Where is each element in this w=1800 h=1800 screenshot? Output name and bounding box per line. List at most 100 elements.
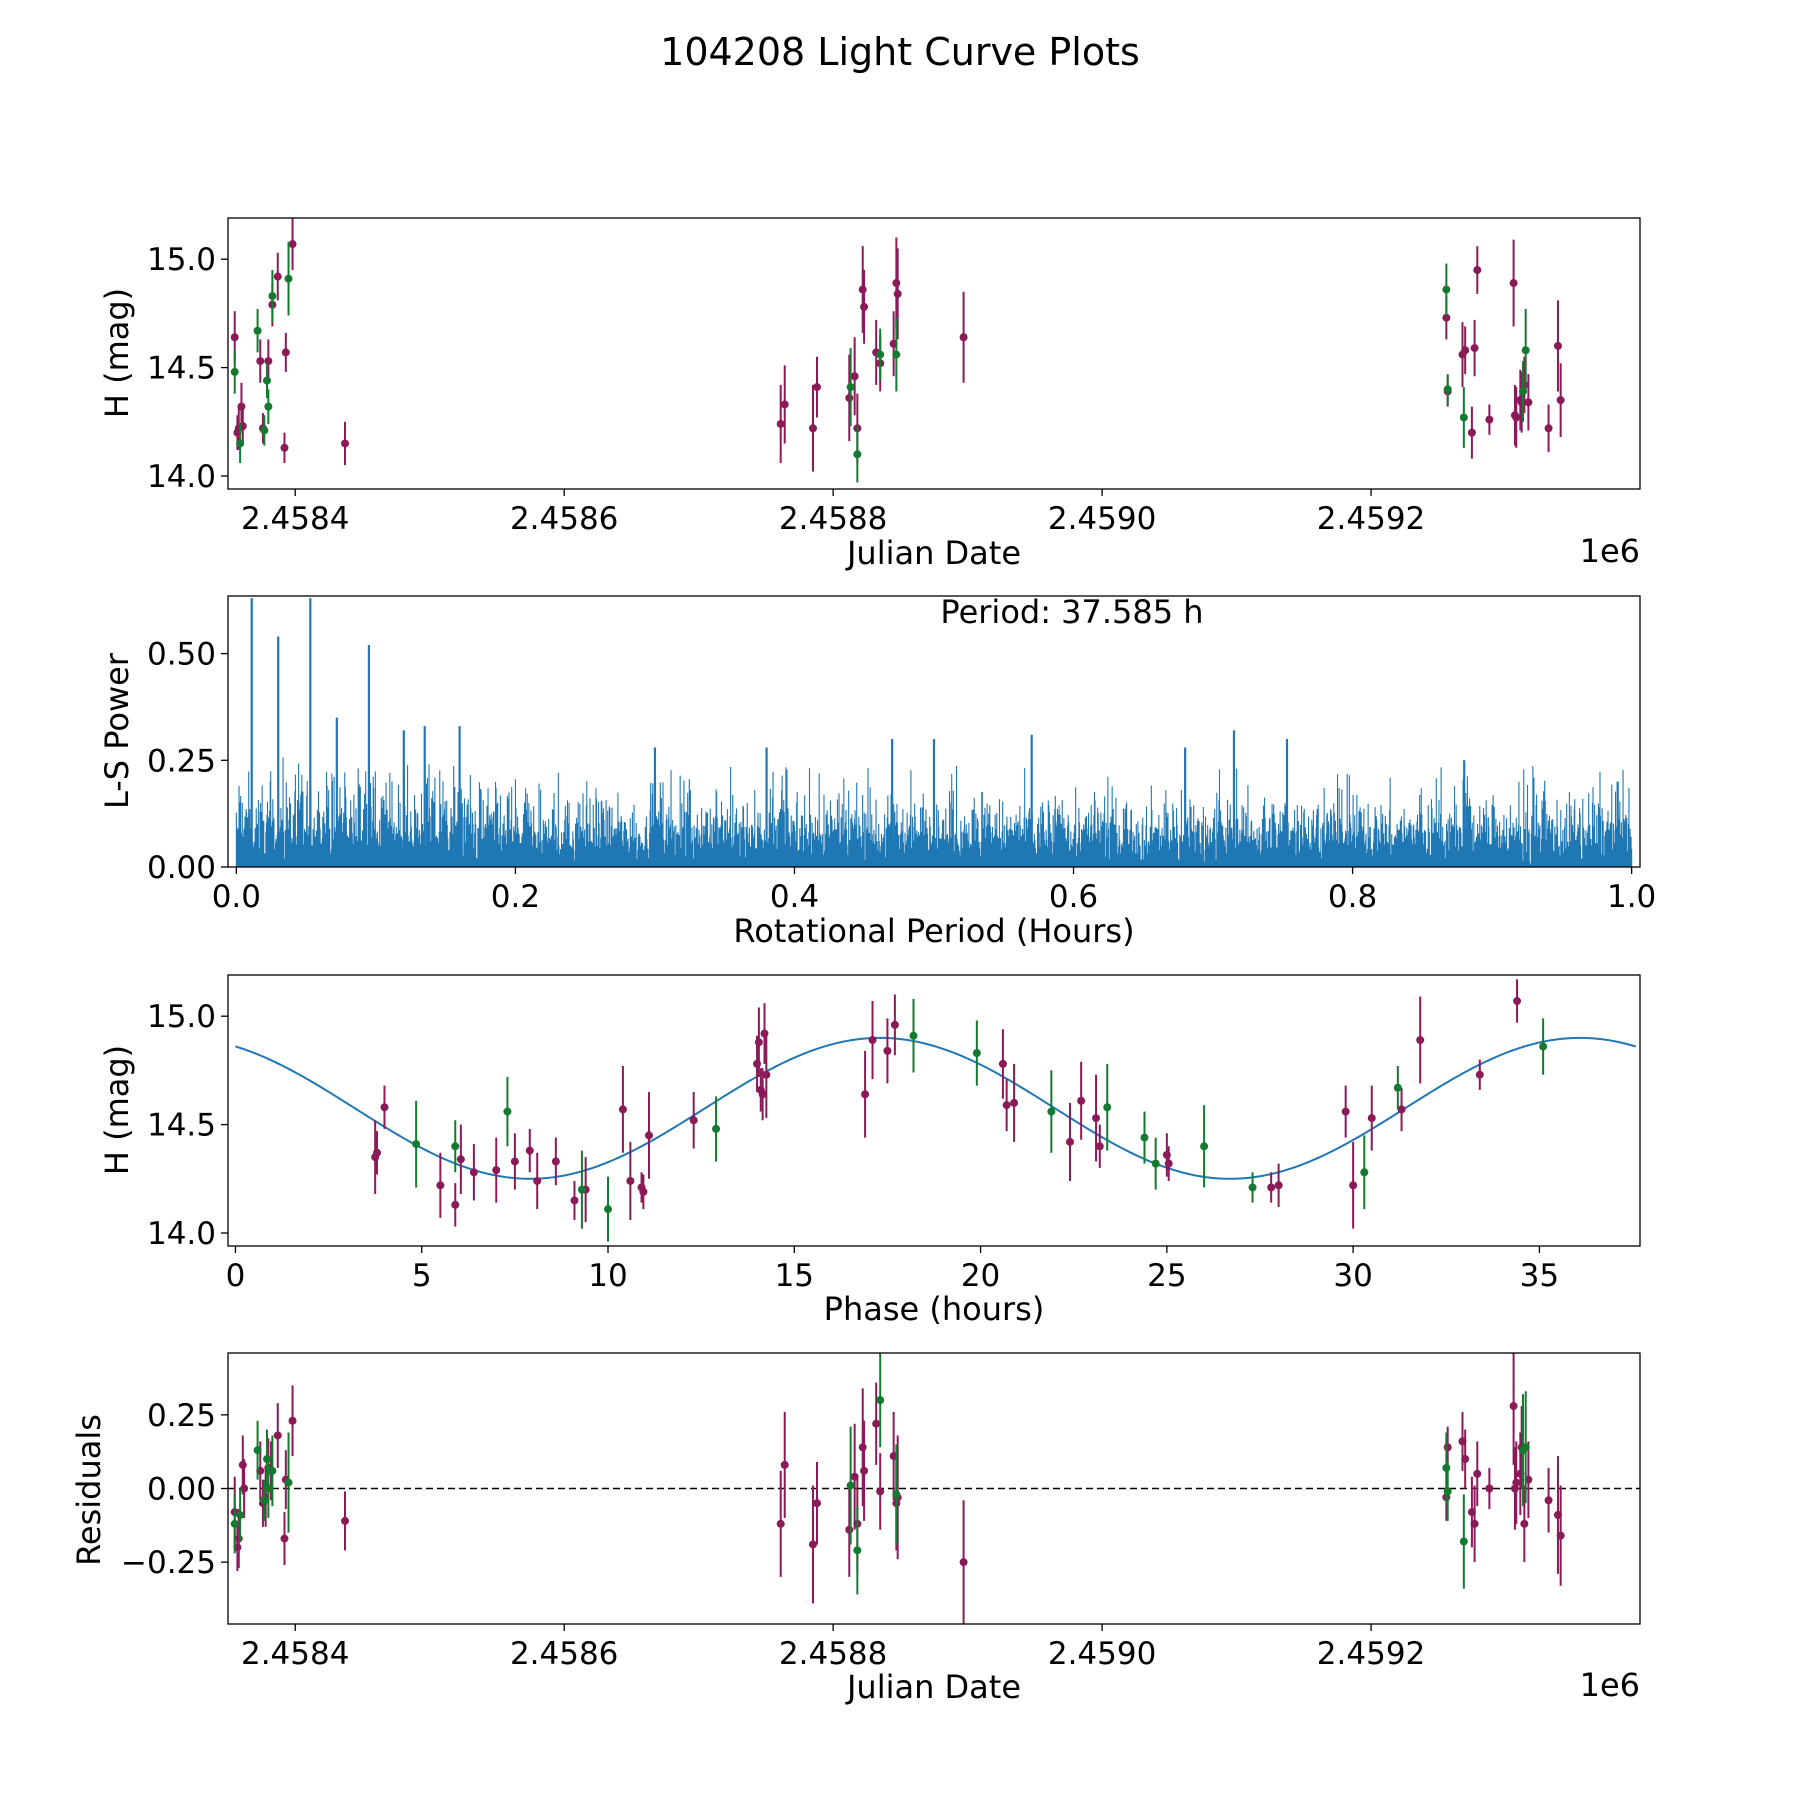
- data-point: [1397, 1105, 1406, 1114]
- data-point: [1443, 1443, 1452, 1452]
- phased-curve-y-label: H (mag): [98, 1045, 136, 1175]
- data-point: [238, 1460, 247, 1469]
- data-point: [972, 1049, 981, 1058]
- data-point: [959, 1558, 968, 1567]
- fitted-curve: [235, 1036, 1636, 1180]
- data-point: [256, 357, 265, 366]
- data-point: [264, 357, 273, 366]
- data-point: [412, 1140, 421, 1149]
- periodogram-xtick-label: 0.4: [770, 879, 819, 915]
- data-point: [1467, 428, 1476, 437]
- data-point: [876, 1396, 885, 1405]
- data-point: [262, 1455, 271, 1464]
- data-point: [1459, 413, 1468, 422]
- data-point: [1442, 1463, 1451, 1472]
- data-point: [776, 1519, 785, 1528]
- data-point: [813, 383, 822, 392]
- residuals-xtick-label: 2.4590: [1048, 1636, 1156, 1672]
- data-point: [492, 1166, 501, 1175]
- data-point: [860, 1466, 869, 1475]
- data-point: [253, 1446, 262, 1455]
- light-curve-y-label: H (mag): [98, 288, 136, 418]
- data-point: [273, 272, 282, 281]
- data-point: [1065, 1137, 1074, 1146]
- period-annotation: Period: 37.585 h: [940, 593, 1203, 631]
- data-point: [1513, 997, 1522, 1006]
- data-point: [1367, 1114, 1376, 1123]
- phased-curve-marks: [235, 979, 1636, 1242]
- data-point: [268, 292, 277, 301]
- data-point: [776, 419, 785, 428]
- data-point: [240, 1484, 249, 1493]
- data-point: [288, 240, 297, 249]
- residuals-ytick-label: −0.25: [121, 1545, 216, 1581]
- data-point: [469, 1168, 478, 1177]
- figure-title: 104208 Light Curve Plots: [660, 30, 1140, 74]
- data-point: [909, 1031, 918, 1040]
- data-point: [284, 1478, 293, 1487]
- data-point: [1092, 1114, 1101, 1123]
- light-curve-ytick-label: 14.5: [147, 351, 216, 387]
- data-point: [808, 1540, 817, 1549]
- data-point: [260, 426, 269, 435]
- data-point: [861, 1090, 870, 1099]
- data-point: [1349, 1181, 1358, 1190]
- data-point: [883, 1046, 892, 1055]
- data-point: [1475, 1070, 1484, 1079]
- data-point: [1151, 1159, 1160, 1168]
- data-point: [754, 1038, 763, 1047]
- light-curve-xtick-label: 2.4592: [1317, 501, 1425, 537]
- data-point: [236, 1511, 245, 1520]
- periodogram-y-label: L-S Power: [98, 652, 136, 809]
- light-curve-ytick-label: 15.0: [147, 242, 216, 278]
- data-point: [577, 1185, 586, 1194]
- data-point: [998, 1059, 1007, 1068]
- periodogram-marks: [235, 598, 1633, 867]
- data-point: [618, 1105, 627, 1114]
- data-point: [373, 1148, 382, 1157]
- data-point: [1442, 285, 1451, 294]
- data-point: [1553, 341, 1562, 350]
- data-point: [1544, 424, 1553, 433]
- panel-light-curve: 2.4584 2.4586 2.4588 2.4590 2.4592 14.0 14.5 15…: [98, 217, 1641, 572]
- data-point: [893, 289, 902, 298]
- data-point: [780, 1460, 789, 1469]
- phased-curve-xtick-label: 35: [1520, 1258, 1559, 1294]
- data-point: [845, 1525, 854, 1534]
- light-curve-series-b: [230, 241, 1530, 483]
- data-point: [1360, 1168, 1369, 1177]
- light-curve-marks: [230, 218, 1565, 483]
- residuals-ytick-label: 0.25: [147, 1398, 216, 1434]
- light-curve-xtick-label: 2.4588: [779, 501, 887, 537]
- residuals-xtick-label: 2.4588: [779, 1636, 887, 1672]
- data-point: [570, 1196, 579, 1205]
- panel-phased-curve: 0 5 10 15 20 25 30 35 14.0 14.5 15.0 Phase (hours)…: [98, 974, 1641, 1328]
- data-point: [503, 1107, 512, 1116]
- data-point: [1539, 1042, 1548, 1051]
- data-point: [1509, 1402, 1518, 1411]
- data-point: [533, 1176, 542, 1185]
- data-point: [1248, 1183, 1257, 1192]
- residuals-xtick-label: 2.4586: [510, 1636, 618, 1672]
- phased-curve-series-a: [371, 979, 1522, 1229]
- data-point: [1002, 1101, 1011, 1110]
- residuals-marks: [228, 1353, 1640, 1624]
- data-point: [340, 439, 349, 448]
- data-point: [1485, 1484, 1494, 1493]
- data-point: [1524, 398, 1533, 407]
- data-point: [380, 1103, 389, 1112]
- phased-curve-ytick-label: 14.0: [147, 1216, 216, 1252]
- data-point: [281, 348, 290, 357]
- data-point: [1485, 415, 1494, 424]
- phased-curve-ytick-label: 15.0: [147, 999, 216, 1035]
- data-point: [1470, 344, 1479, 353]
- data-point: [858, 1443, 867, 1452]
- data-point: [268, 1466, 277, 1475]
- data-point: [1443, 385, 1452, 394]
- periodogram-xtick-label: 0.2: [491, 879, 540, 915]
- data-point: [1200, 1142, 1209, 1151]
- data-point: [237, 402, 246, 411]
- data-point: [892, 279, 901, 288]
- data-point: [876, 350, 885, 359]
- data-point: [234, 1534, 243, 1543]
